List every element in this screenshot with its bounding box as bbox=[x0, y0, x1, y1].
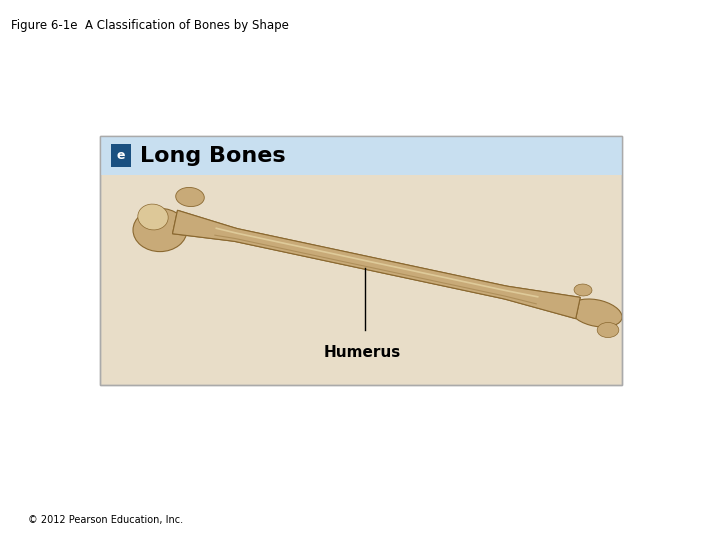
Bar bbox=[100, 136, 622, 175]
Text: Humerus: Humerus bbox=[323, 345, 400, 360]
Ellipse shape bbox=[138, 204, 168, 230]
Text: Long Bones: Long Bones bbox=[140, 145, 286, 165]
Bar bbox=[100, 136, 622, 385]
Text: © 2012 Pearson Education, Inc.: © 2012 Pearson Education, Inc. bbox=[28, 515, 183, 525]
Polygon shape bbox=[173, 210, 580, 319]
Bar bbox=[111, 144, 131, 167]
Text: Figure 6-1e  A Classification of Bones by Shape: Figure 6-1e A Classification of Bones by… bbox=[11, 19, 289, 32]
Ellipse shape bbox=[176, 187, 204, 206]
Ellipse shape bbox=[570, 299, 622, 327]
Ellipse shape bbox=[597, 322, 618, 338]
Bar bbox=[100, 136, 622, 385]
Ellipse shape bbox=[574, 284, 592, 296]
Ellipse shape bbox=[133, 208, 187, 252]
Text: e: e bbox=[117, 149, 125, 162]
Polygon shape bbox=[173, 210, 580, 319]
